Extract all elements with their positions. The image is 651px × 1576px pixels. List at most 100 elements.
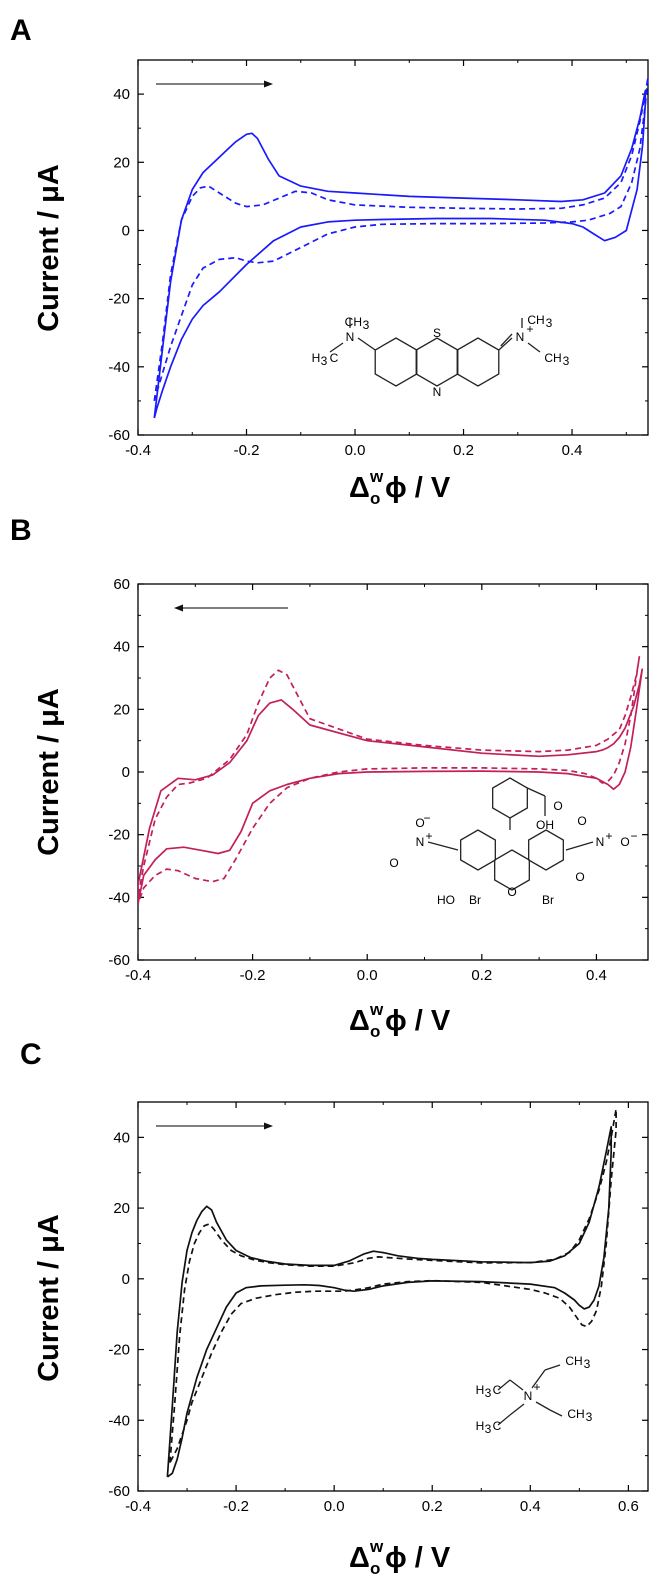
- methyl-label: C: [493, 1419, 502, 1433]
- atom-o: O: [507, 885, 516, 899]
- x-axis-title-delta: Δ: [349, 1005, 370, 1037]
- subscript: 3: [321, 354, 328, 368]
- x-tick-label: 0.0: [324, 1498, 345, 1515]
- chart-b: -0.4 -0.2 0.0 0.2 0.4 -60 -40 -20 0 20 40 60 Current…: [33, 576, 649, 1041]
- bond: [544, 1364, 561, 1371]
- benzoic-ring: [492, 777, 528, 819]
- x-tick-label: 0.4: [520, 1498, 541, 1515]
- bond: [509, 1379, 524, 1391]
- methyl-label: CH: [544, 351, 561, 365]
- bond: [357, 337, 376, 351]
- scan-arrow-head: [264, 1122, 273, 1130]
- x-tick-label: -0.2: [223, 1498, 249, 1515]
- x-tick-label: -0.4: [125, 967, 151, 984]
- series-line-dashed: [153, 76, 649, 402]
- methyl-label: H: [476, 1419, 485, 1433]
- atom-o: O: [620, 835, 629, 849]
- methyl-label: H: [476, 1383, 485, 1397]
- y-axis-title: Current / μA: [33, 164, 65, 332]
- bond: [527, 787, 546, 797]
- atom-o: O: [389, 856, 398, 870]
- charge: −: [423, 811, 430, 825]
- bond: [549, 1409, 563, 1417]
- y-tick-label: 60: [113, 576, 130, 593]
- thiazine-ring: [415, 337, 459, 387]
- x-tick-label: -0.4: [125, 1498, 151, 1515]
- methyl-label: CH: [527, 313, 544, 327]
- y-tick-label: -40: [108, 359, 130, 376]
- y-tick-label: -40: [108, 1412, 130, 1429]
- y-tick-label: 40: [113, 1129, 130, 1146]
- scan-arrow-head: [264, 80, 273, 88]
- chart-c: -0.4 -0.2 0.0 0.2 0.4 0.6 -60 -40 -20 0 20 40 Curren…: [33, 1101, 649, 1576]
- atom-oh: OH: [536, 818, 554, 832]
- atom-o: O: [415, 816, 424, 830]
- panel-letter: C: [20, 1038, 42, 1071]
- panel-b: B -0.4 -0.2 0.0 0.2 0.4 -60 -40 -20 0 20 40 60 Curre…: [0, 516, 651, 1041]
- xanthene-left-ring: [460, 829, 496, 871]
- chart-a: -0.4 -0.2 0.0 0.2 0.4 -60 -40 -20 0 20 40 Current /…: [33, 59, 649, 508]
- y-tick-label: -60: [108, 1483, 130, 1500]
- methyl-label: CH: [565, 1354, 582, 1368]
- bond: [509, 1403, 525, 1416]
- methyl-label: CH: [345, 315, 362, 329]
- subscript: 3: [586, 1410, 593, 1424]
- bond: [497, 1414, 511, 1426]
- atom-o: O: [575, 870, 584, 884]
- x-tick-label: 0.2: [422, 1498, 443, 1515]
- subscript: 3: [546, 316, 553, 330]
- atom-s: S: [433, 326, 441, 340]
- bond: [527, 342, 541, 353]
- xanthene-right-ring: [528, 829, 564, 871]
- methyl-label: H: [312, 351, 321, 365]
- x-axis-title-delta: Δ: [349, 472, 370, 504]
- y-tick-label: -20: [108, 291, 130, 308]
- y-axis-title: Current / μA: [33, 1214, 65, 1382]
- atom-o: O: [553, 799, 562, 813]
- bond: [498, 337, 513, 351]
- x-axis-title-sup: w: [369, 1000, 384, 1019]
- subscript: 3: [584, 1357, 591, 1371]
- y-tick-label: -20: [108, 827, 130, 844]
- methyl-label: C: [493, 1383, 502, 1397]
- y-tick-label: -60: [108, 952, 130, 969]
- bond: [427, 841, 459, 851]
- x-tick-label: -0.2: [240, 967, 266, 984]
- panel-c: C -0.4 -0.2 0.0 0.2 0.4 0.6 -60 -40 -20 0 20 40 Curr…: [0, 1040, 651, 1576]
- bond: [500, 333, 513, 347]
- methyl-label: C: [330, 351, 339, 365]
- x-tick-label: 0.4: [586, 967, 607, 984]
- atom-br: Br: [469, 893, 481, 907]
- x-tick-label: 0.2: [471, 967, 492, 984]
- x-axis-title-delta: Δ: [349, 1542, 370, 1574]
- atom-br: Br: [542, 893, 554, 907]
- y-tick-label: 20: [113, 701, 130, 718]
- y-tick-label: 40: [113, 86, 130, 103]
- x-tick-label: 0.2: [453, 442, 474, 459]
- y-tick-label: 0: [122, 764, 130, 781]
- subscript: 3: [485, 1422, 492, 1436]
- x-axis-title-sup: w: [369, 1537, 384, 1556]
- series-line-solid: [138, 668, 644, 905]
- panel-a: A -0.4 -0.2 0.0 0.2 0.4 -60 -40 -20 0 20 40 Current…: [0, 0, 651, 520]
- y-axis-title: Current / μA: [33, 688, 65, 856]
- plot-frame: [137, 1101, 649, 1492]
- methyl-label: CH: [567, 1407, 584, 1421]
- x-tick-label: -0.2: [234, 442, 260, 459]
- charge: +: [605, 829, 612, 843]
- x-tick-label: 0.0: [357, 967, 378, 984]
- charge: +: [533, 1380, 540, 1394]
- y-tick-label: -20: [108, 1342, 130, 1359]
- charge: +: [526, 322, 533, 336]
- bond: [565, 841, 594, 851]
- series-line-solid: [153, 89, 647, 419]
- atom-n-plus: N: [516, 330, 525, 344]
- x-axis-title-rest: ϕ / V: [385, 1542, 451, 1574]
- x-axis-title-sup: w: [369, 467, 384, 486]
- subscript: 3: [363, 318, 370, 332]
- bond: [497, 1379, 511, 1391]
